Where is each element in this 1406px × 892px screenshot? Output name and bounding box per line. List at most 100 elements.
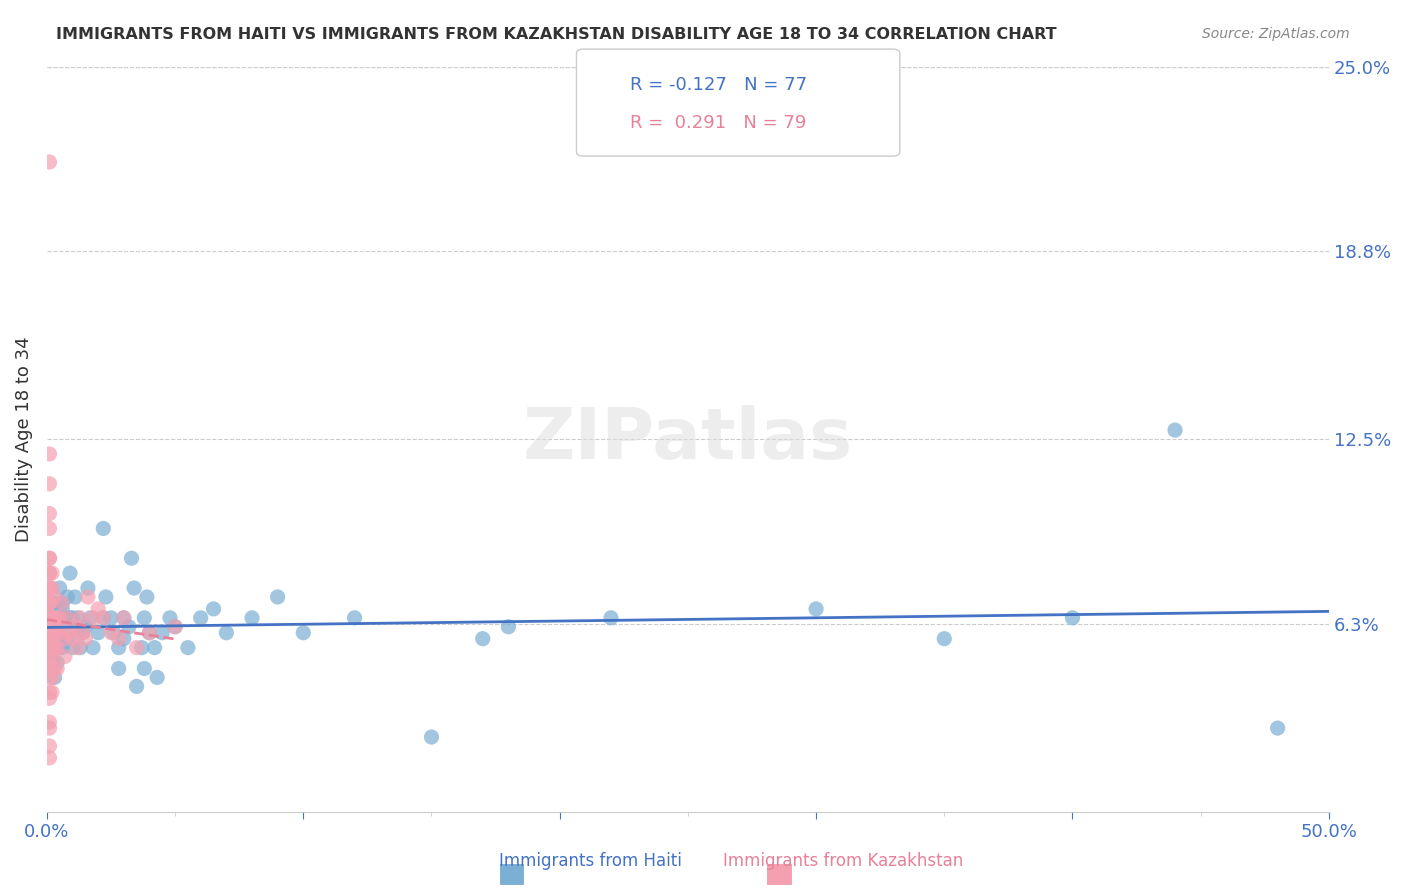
Point bbox=[38, 691, 60, 706]
Point bbox=[38, 625, 60, 640]
Point bbox=[44, 661, 66, 675]
Point bbox=[63, 590, 86, 604]
Point bbox=[112, 611, 135, 625]
Point bbox=[51, 640, 73, 655]
Point bbox=[38, 551, 60, 566]
Point bbox=[38, 476, 60, 491]
Point bbox=[165, 620, 187, 634]
Point bbox=[107, 661, 129, 675]
Point bbox=[38, 625, 60, 640]
Point bbox=[125, 640, 148, 655]
Point bbox=[202, 602, 225, 616]
Point bbox=[1062, 611, 1084, 625]
Point bbox=[498, 620, 520, 634]
Point bbox=[48, 611, 70, 625]
Point bbox=[46, 625, 69, 640]
Point bbox=[62, 632, 84, 646]
Point bbox=[72, 625, 94, 640]
Point bbox=[87, 602, 110, 616]
Point bbox=[38, 155, 60, 169]
Point bbox=[266, 590, 288, 604]
Point bbox=[112, 611, 135, 625]
Point bbox=[56, 590, 79, 604]
Text: IMMIGRANTS FROM HAITI VS IMMIGRANTS FROM KAZAKHSTAN DISABILITY AGE 18 TO 34 CORR: IMMIGRANTS FROM HAITI VS IMMIGRANTS FROM… bbox=[56, 27, 1057, 42]
Point bbox=[66, 611, 89, 625]
Point bbox=[48, 611, 70, 625]
Point bbox=[82, 640, 104, 655]
Point bbox=[600, 611, 623, 625]
Point bbox=[343, 611, 366, 625]
Point bbox=[38, 566, 60, 581]
Point bbox=[41, 581, 63, 595]
Point bbox=[38, 632, 60, 646]
Point bbox=[41, 566, 63, 581]
Point bbox=[107, 640, 129, 655]
Point bbox=[41, 640, 63, 655]
Point bbox=[75, 632, 97, 646]
Point bbox=[51, 596, 73, 610]
Point bbox=[103, 625, 125, 640]
Point bbox=[138, 625, 160, 640]
Point bbox=[100, 611, 122, 625]
Point bbox=[121, 551, 143, 566]
Text: R = -0.127   N = 77: R = -0.127 N = 77 bbox=[630, 76, 807, 94]
Point bbox=[41, 640, 63, 655]
Point bbox=[75, 620, 97, 634]
Point bbox=[100, 625, 122, 640]
Point bbox=[134, 661, 156, 675]
Point bbox=[934, 632, 956, 646]
Point bbox=[41, 649, 63, 664]
Text: Source: ZipAtlas.com: Source: ZipAtlas.com bbox=[1202, 27, 1350, 41]
Point bbox=[41, 611, 63, 625]
Point bbox=[134, 611, 156, 625]
Point bbox=[135, 590, 157, 604]
Point bbox=[56, 632, 79, 646]
Point bbox=[44, 611, 66, 625]
Y-axis label: Disability Age 18 to 34: Disability Age 18 to 34 bbox=[15, 336, 32, 541]
Point bbox=[38, 507, 60, 521]
Point bbox=[44, 640, 66, 655]
Point bbox=[94, 590, 117, 604]
Point bbox=[56, 611, 79, 625]
Point bbox=[72, 625, 94, 640]
Point bbox=[38, 611, 60, 625]
Point bbox=[53, 649, 76, 664]
Point bbox=[44, 596, 66, 610]
Point bbox=[240, 611, 263, 625]
Point bbox=[143, 640, 166, 655]
Point bbox=[44, 670, 66, 684]
Point bbox=[51, 596, 73, 610]
Point bbox=[41, 685, 63, 699]
Point bbox=[44, 640, 66, 655]
Point bbox=[46, 632, 69, 646]
Point bbox=[38, 611, 60, 625]
Point bbox=[44, 611, 66, 625]
Point bbox=[125, 679, 148, 693]
Point bbox=[38, 649, 60, 664]
Point bbox=[62, 640, 84, 655]
Point bbox=[51, 602, 73, 616]
Point bbox=[91, 611, 114, 625]
Point bbox=[1164, 423, 1187, 437]
Point bbox=[46, 620, 69, 634]
Point bbox=[1267, 721, 1289, 735]
Point bbox=[46, 656, 69, 670]
Point bbox=[38, 581, 60, 595]
Point bbox=[59, 625, 82, 640]
Text: Immigrants from Kazakhstan: Immigrants from Kazakhstan bbox=[724, 852, 963, 870]
Point bbox=[91, 521, 114, 535]
Point bbox=[38, 670, 60, 684]
Point bbox=[38, 551, 60, 566]
Point bbox=[38, 596, 60, 610]
Point bbox=[48, 625, 70, 640]
Point bbox=[38, 715, 60, 730]
Point bbox=[62, 611, 84, 625]
Point bbox=[44, 590, 66, 604]
Point bbox=[38, 521, 60, 535]
Point bbox=[38, 640, 60, 655]
Point bbox=[177, 640, 200, 655]
Point bbox=[41, 596, 63, 610]
Point bbox=[38, 625, 60, 640]
Point bbox=[48, 581, 70, 595]
Point bbox=[131, 640, 153, 655]
